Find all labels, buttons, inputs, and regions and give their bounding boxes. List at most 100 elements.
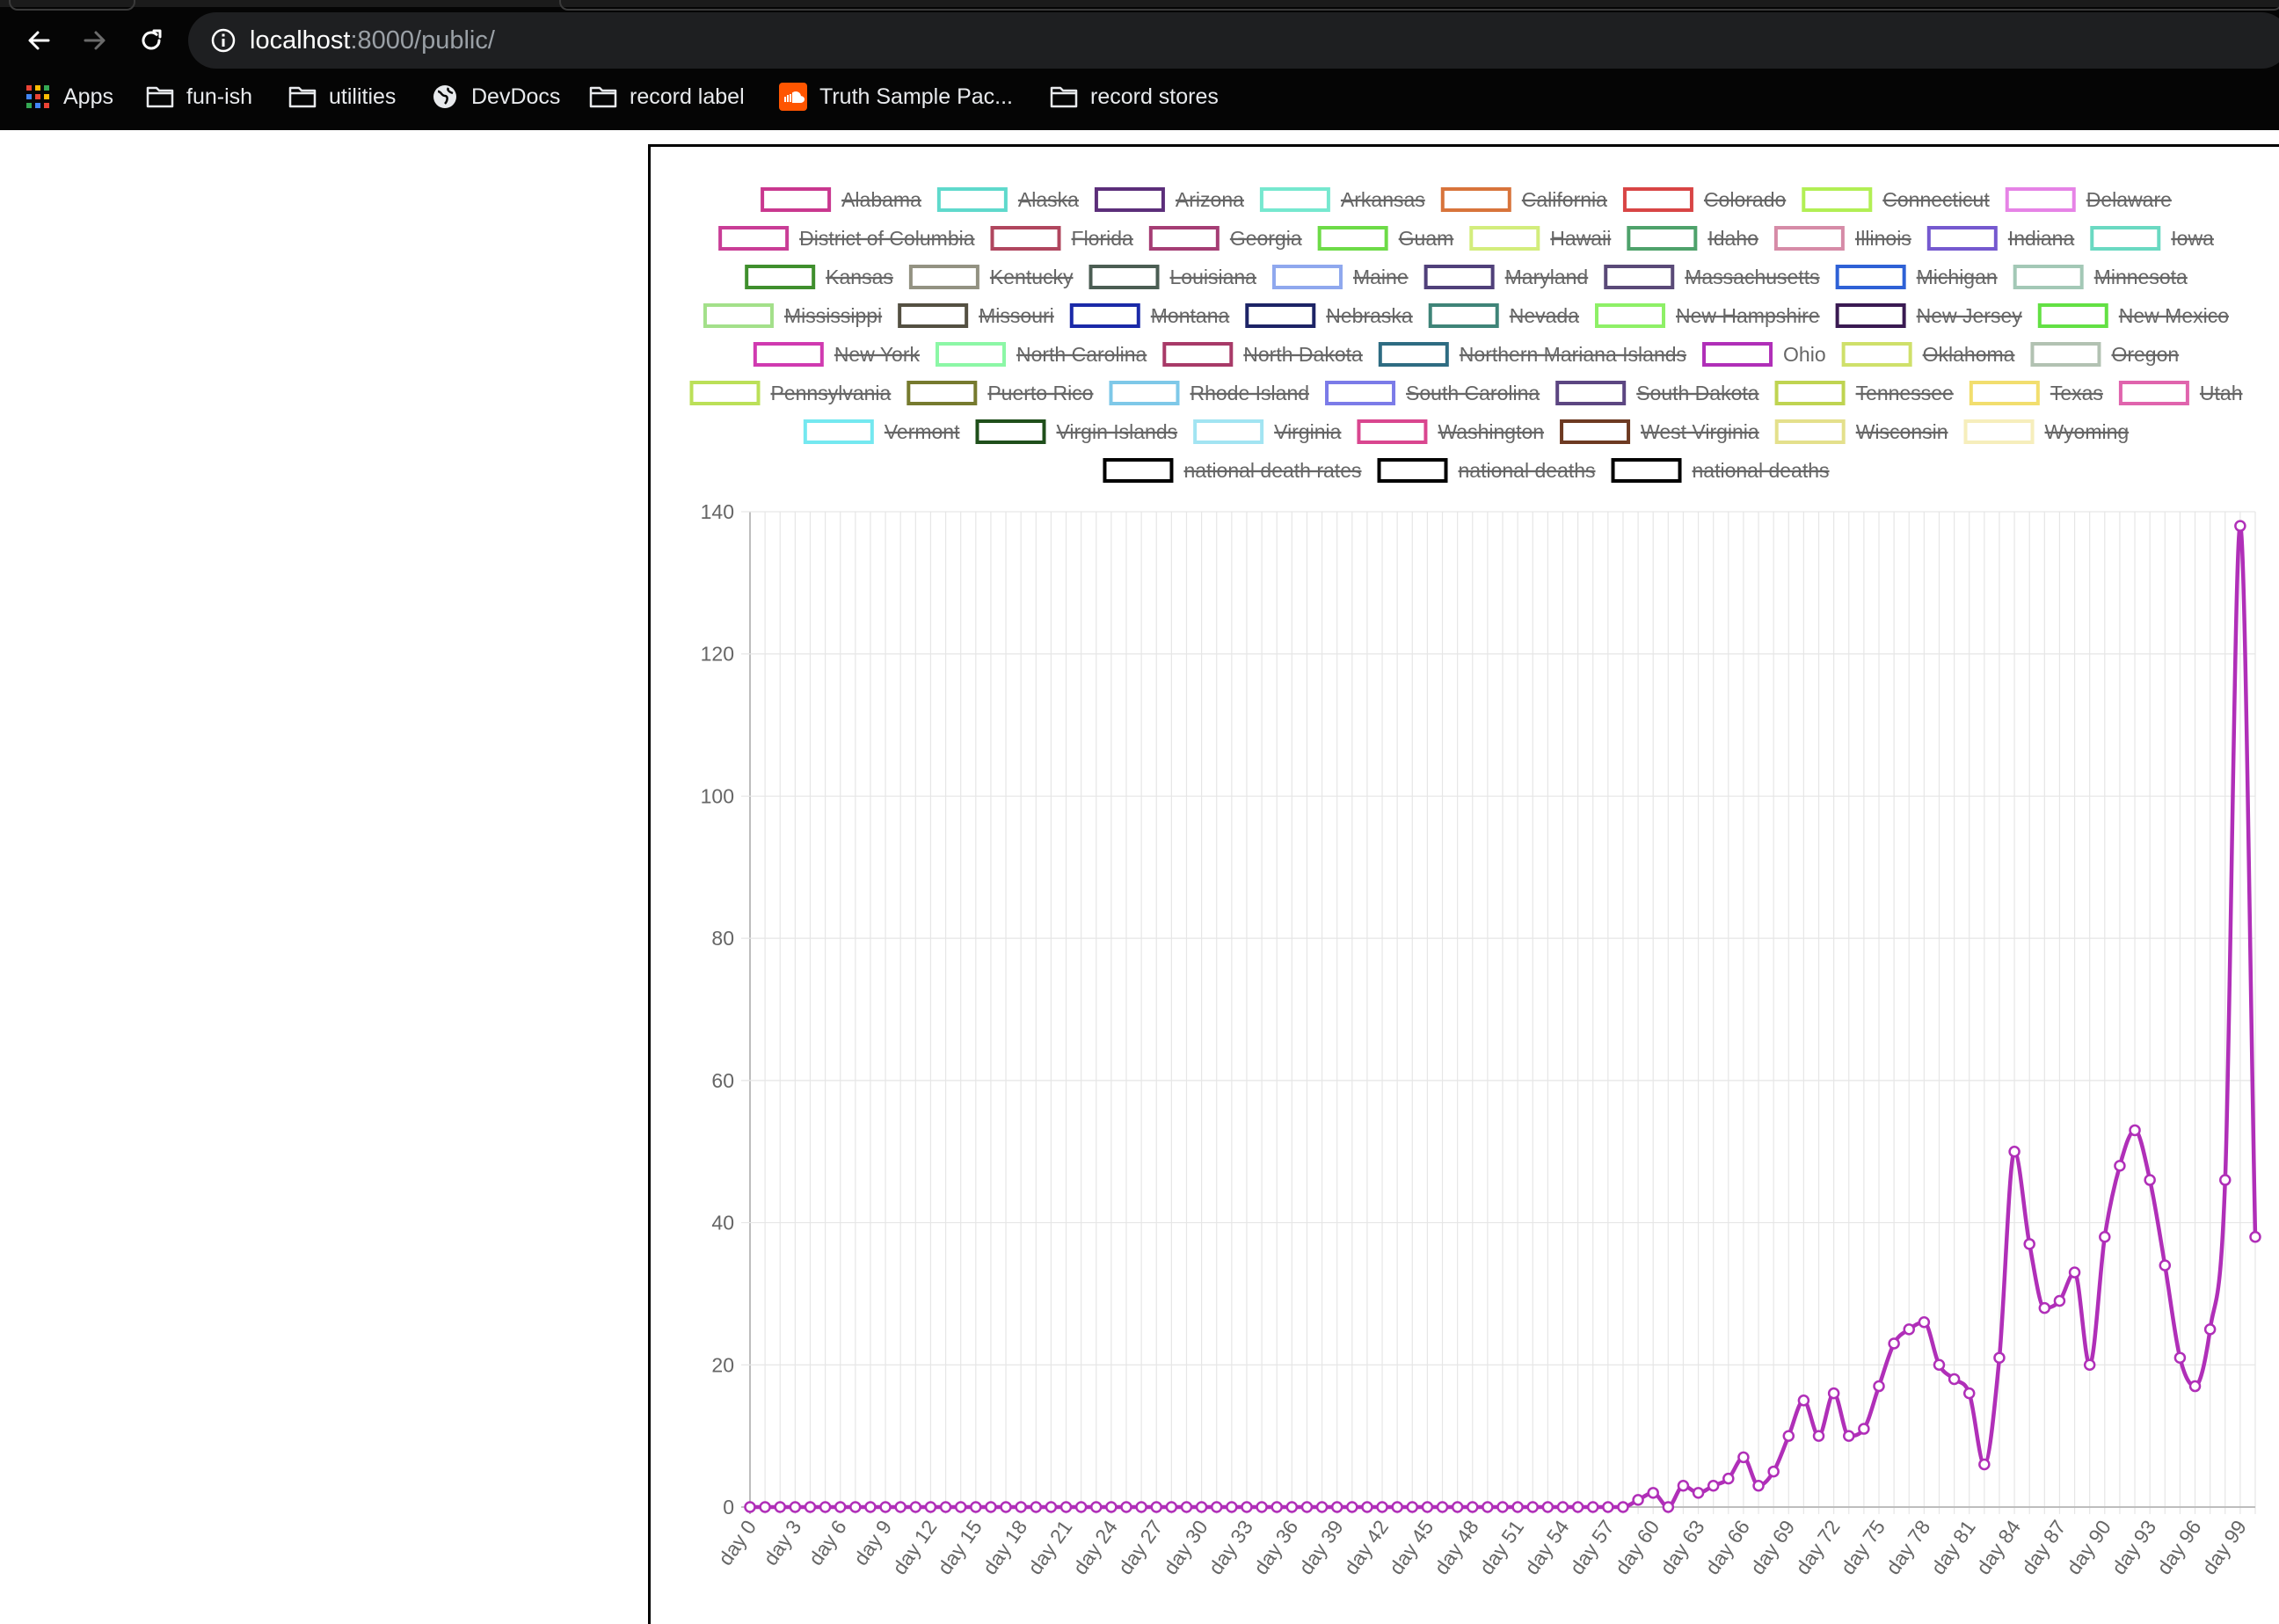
data-point[interactable]: [1737, 1451, 1750, 1464]
data-point[interactable]: [1090, 1501, 1103, 1513]
data-point[interactable]: [1707, 1479, 1720, 1492]
legend-item[interactable]: Iowa: [2090, 226, 2214, 251]
data-point[interactable]: [2038, 1301, 2051, 1314]
legend-item[interactable]: Puerto Rico: [907, 381, 1093, 405]
data-point[interactable]: [1782, 1430, 1795, 1442]
legend-item[interactable]: Oregon: [2030, 342, 2179, 367]
data-point[interactable]: [1226, 1501, 1238, 1513]
data-point[interactable]: [804, 1501, 817, 1513]
data-point[interactable]: [1300, 1501, 1314, 1513]
legend-item[interactable]: Michigan: [1835, 265, 1998, 289]
data-point[interactable]: [1888, 1337, 1900, 1350]
data-point[interactable]: [1210, 1501, 1223, 1513]
legend-item[interactable]: Ohio: [1702, 342, 1826, 367]
legend-item[interactable]: Tennessee: [1774, 381, 1954, 405]
legend-item[interactable]: Rhode Island: [1109, 381, 1309, 405]
legend-item[interactable]: Wyoming: [1963, 419, 2130, 444]
data-point[interactable]: [1496, 1501, 1509, 1513]
data-point[interactable]: [1241, 1501, 1253, 1513]
legend-item[interactable]: Guam: [1317, 226, 1454, 251]
legend-item[interactable]: Texas: [1969, 381, 2103, 405]
data-point[interactable]: [2083, 1358, 2096, 1372]
data-point[interactable]: [2234, 520, 2246, 532]
data-point[interactable]: [970, 1501, 982, 1513]
data-point[interactable]: [2219, 1174, 2232, 1186]
data-point[interactable]: [1752, 1479, 1765, 1492]
data-point[interactable]: [1617, 1501, 1629, 1513]
legend-item[interactable]: Northern Mariana Islands: [1378, 342, 1686, 367]
data-point[interactable]: [909, 1501, 922, 1513]
data-point[interactable]: [2114, 1160, 2126, 1172]
legend-item[interactable]: Maine: [1271, 265, 1409, 289]
legend-item[interactable]: Florida: [990, 226, 1134, 251]
address-bar[interactable]: localhost:8000/public/: [188, 12, 2279, 69]
data-point[interactable]: [879, 1501, 892, 1513]
data-point[interactable]: [1150, 1501, 1162, 1513]
data-point[interactable]: [2188, 1380, 2202, 1393]
legend-item[interactable]: national death rates: [1103, 458, 1362, 483]
legend-item[interactable]: Hawaii: [1469, 226, 1611, 251]
data-point[interactable]: [1662, 1501, 1675, 1513]
legend-item[interactable]: Idaho: [1627, 226, 1758, 251]
data-point[interactable]: [1120, 1501, 1132, 1513]
data-point[interactable]: [1541, 1501, 1555, 1513]
data-point[interactable]: [2144, 1174, 2156, 1186]
data-point[interactable]: [1451, 1501, 1464, 1513]
data-point[interactable]: [1030, 1501, 1043, 1513]
data-point[interactable]: [2068, 1266, 2081, 1278]
forward-button[interactable]: [72, 18, 118, 63]
data-point[interactable]: [2053, 1294, 2066, 1307]
legend-item[interactable]: Colorado: [1622, 187, 1786, 212]
legend-item[interactable]: West Virginia: [1560, 419, 1759, 444]
data-point[interactable]: [1000, 1501, 1012, 1513]
data-point[interactable]: [1843, 1430, 1855, 1442]
legend-item[interactable]: Illinois: [1773, 226, 1911, 251]
data-point[interactable]: [894, 1501, 907, 1513]
data-point[interactable]: [834, 1501, 847, 1513]
legend-item[interactable]: New York: [753, 342, 921, 367]
data-point[interactable]: [2129, 1124, 2141, 1137]
data-point[interactable]: [1165, 1501, 1178, 1513]
data-point[interactable]: [1797, 1394, 1810, 1407]
legend-item[interactable]: Louisiana: [1089, 265, 1257, 289]
data-point[interactable]: [1436, 1501, 1449, 1513]
data-point[interactable]: [1526, 1501, 1539, 1513]
legend-item[interactable]: New Mexico: [2037, 303, 2229, 328]
data-point[interactable]: [759, 1501, 771, 1513]
data-point[interactable]: [924, 1501, 937, 1513]
legend-item[interactable]: Delaware: [2005, 187, 2172, 212]
data-point[interactable]: [1376, 1501, 1388, 1513]
data-point[interactable]: [1105, 1501, 1118, 1513]
site-info-icon[interactable]: [209, 26, 237, 55]
legend-item[interactable]: Washington: [1357, 419, 1544, 444]
data-point[interactable]: [1962, 1387, 1976, 1400]
data-point[interactable]: [1361, 1501, 1373, 1513]
data-point[interactable]: [1556, 1501, 1569, 1513]
data-point[interactable]: [1873, 1380, 1885, 1393]
legend-item[interactable]: Massachusetts: [1604, 265, 1820, 289]
data-point[interactable]: [849, 1501, 862, 1513]
legend-item[interactable]: North Carolina: [935, 342, 1147, 367]
legend-item[interactable]: Georgia: [1148, 226, 1302, 251]
legend-item[interactable]: Pennsylvania: [689, 381, 892, 405]
legend-item[interactable]: Virgin Islands: [975, 419, 1177, 444]
legend-item[interactable]: District of Columbia: [718, 226, 975, 251]
bookmark-truth-sample-pack[interactable]: Truth Sample Pac...: [779, 77, 1013, 116]
legend-item[interactable]: national deaths: [1611, 458, 1830, 483]
data-point[interactable]: [1271, 1501, 1283, 1513]
data-point[interactable]: [1482, 1501, 1494, 1513]
data-point[interactable]: [2173, 1351, 2187, 1364]
data-point[interactable]: [1467, 1501, 1479, 1513]
data-point[interactable]: [1315, 1501, 1329, 1513]
data-point[interactable]: [1045, 1501, 1058, 1513]
legend-item[interactable]: Nebraska: [1245, 303, 1413, 328]
data-point[interactable]: [819, 1501, 832, 1513]
data-point[interactable]: [1285, 1501, 1299, 1513]
bookmark-record-label[interactable]: record label: [589, 77, 745, 116]
data-point[interactable]: [1827, 1387, 1840, 1400]
data-point[interactable]: [954, 1501, 967, 1513]
data-point[interactable]: [1632, 1494, 1644, 1506]
bookmark-apps[interactable]: Apps: [25, 77, 113, 116]
data-point[interactable]: [1391, 1501, 1403, 1513]
data-point[interactable]: [2023, 1238, 2035, 1250]
